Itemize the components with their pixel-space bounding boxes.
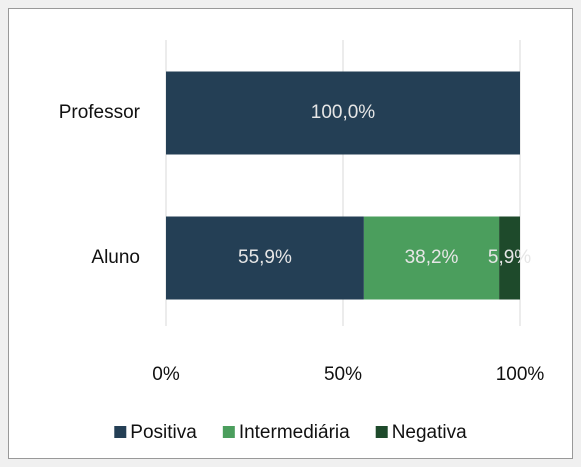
bar-segment	[166, 71, 520, 155]
bar-segment	[363, 216, 500, 300]
legend-label: Intermediária	[239, 422, 350, 443]
data-label: 100,0%	[311, 102, 376, 123]
data-label: 5,9%	[488, 247, 531, 268]
legend-swatch	[222, 426, 235, 438]
y-tick-label: Aluno	[91, 247, 140, 268]
legend-swatch	[375, 426, 388, 438]
legend-swatch	[114, 426, 127, 438]
data-label: 55,9%	[238, 247, 292, 268]
x-tick-label: 50%	[324, 364, 362, 385]
x-tick-label: 100%	[496, 364, 545, 385]
data-label: 38,2%	[405, 247, 459, 268]
y-tick-label: Professor	[59, 102, 141, 123]
bar-segment	[499, 216, 520, 300]
x-tick-label: 0%	[152, 364, 180, 385]
legend-label: Negativa	[392, 422, 467, 443]
bar-segment	[166, 216, 364, 300]
legend-label: Positiva	[130, 422, 197, 443]
